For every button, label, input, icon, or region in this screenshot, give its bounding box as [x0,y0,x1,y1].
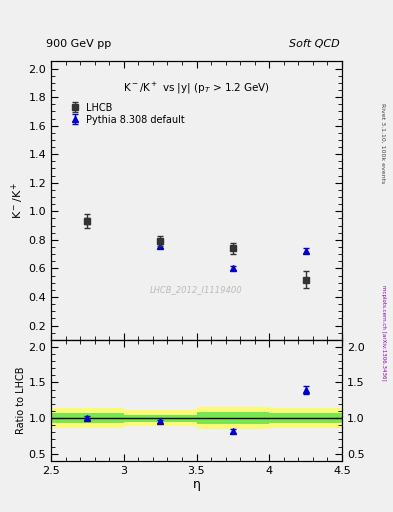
Y-axis label: K$^-$/K$^+$: K$^-$/K$^+$ [9,182,26,219]
X-axis label: η: η [193,478,200,492]
Legend: LHCB, Pythia 8.308 default: LHCB, Pythia 8.308 default [65,100,188,127]
Text: Soft QCD: Soft QCD [289,38,340,49]
Text: mcplots.cern.ch [arXiv:1306.3436]: mcplots.cern.ch [arXiv:1306.3436] [381,285,386,380]
Text: 900 GeV pp: 900 GeV pp [46,38,111,49]
Text: Rivet 3.1.10, 100k events: Rivet 3.1.10, 100k events [381,103,386,183]
Text: K$^-$/K$^+$ vs |y| (p$_T$ > 1.2 GeV): K$^-$/K$^+$ vs |y| (p$_T$ > 1.2 GeV) [123,81,270,96]
Y-axis label: Ratio to LHCB: Ratio to LHCB [16,367,26,434]
Text: LHCB_2012_I1119400: LHCB_2012_I1119400 [150,285,243,294]
